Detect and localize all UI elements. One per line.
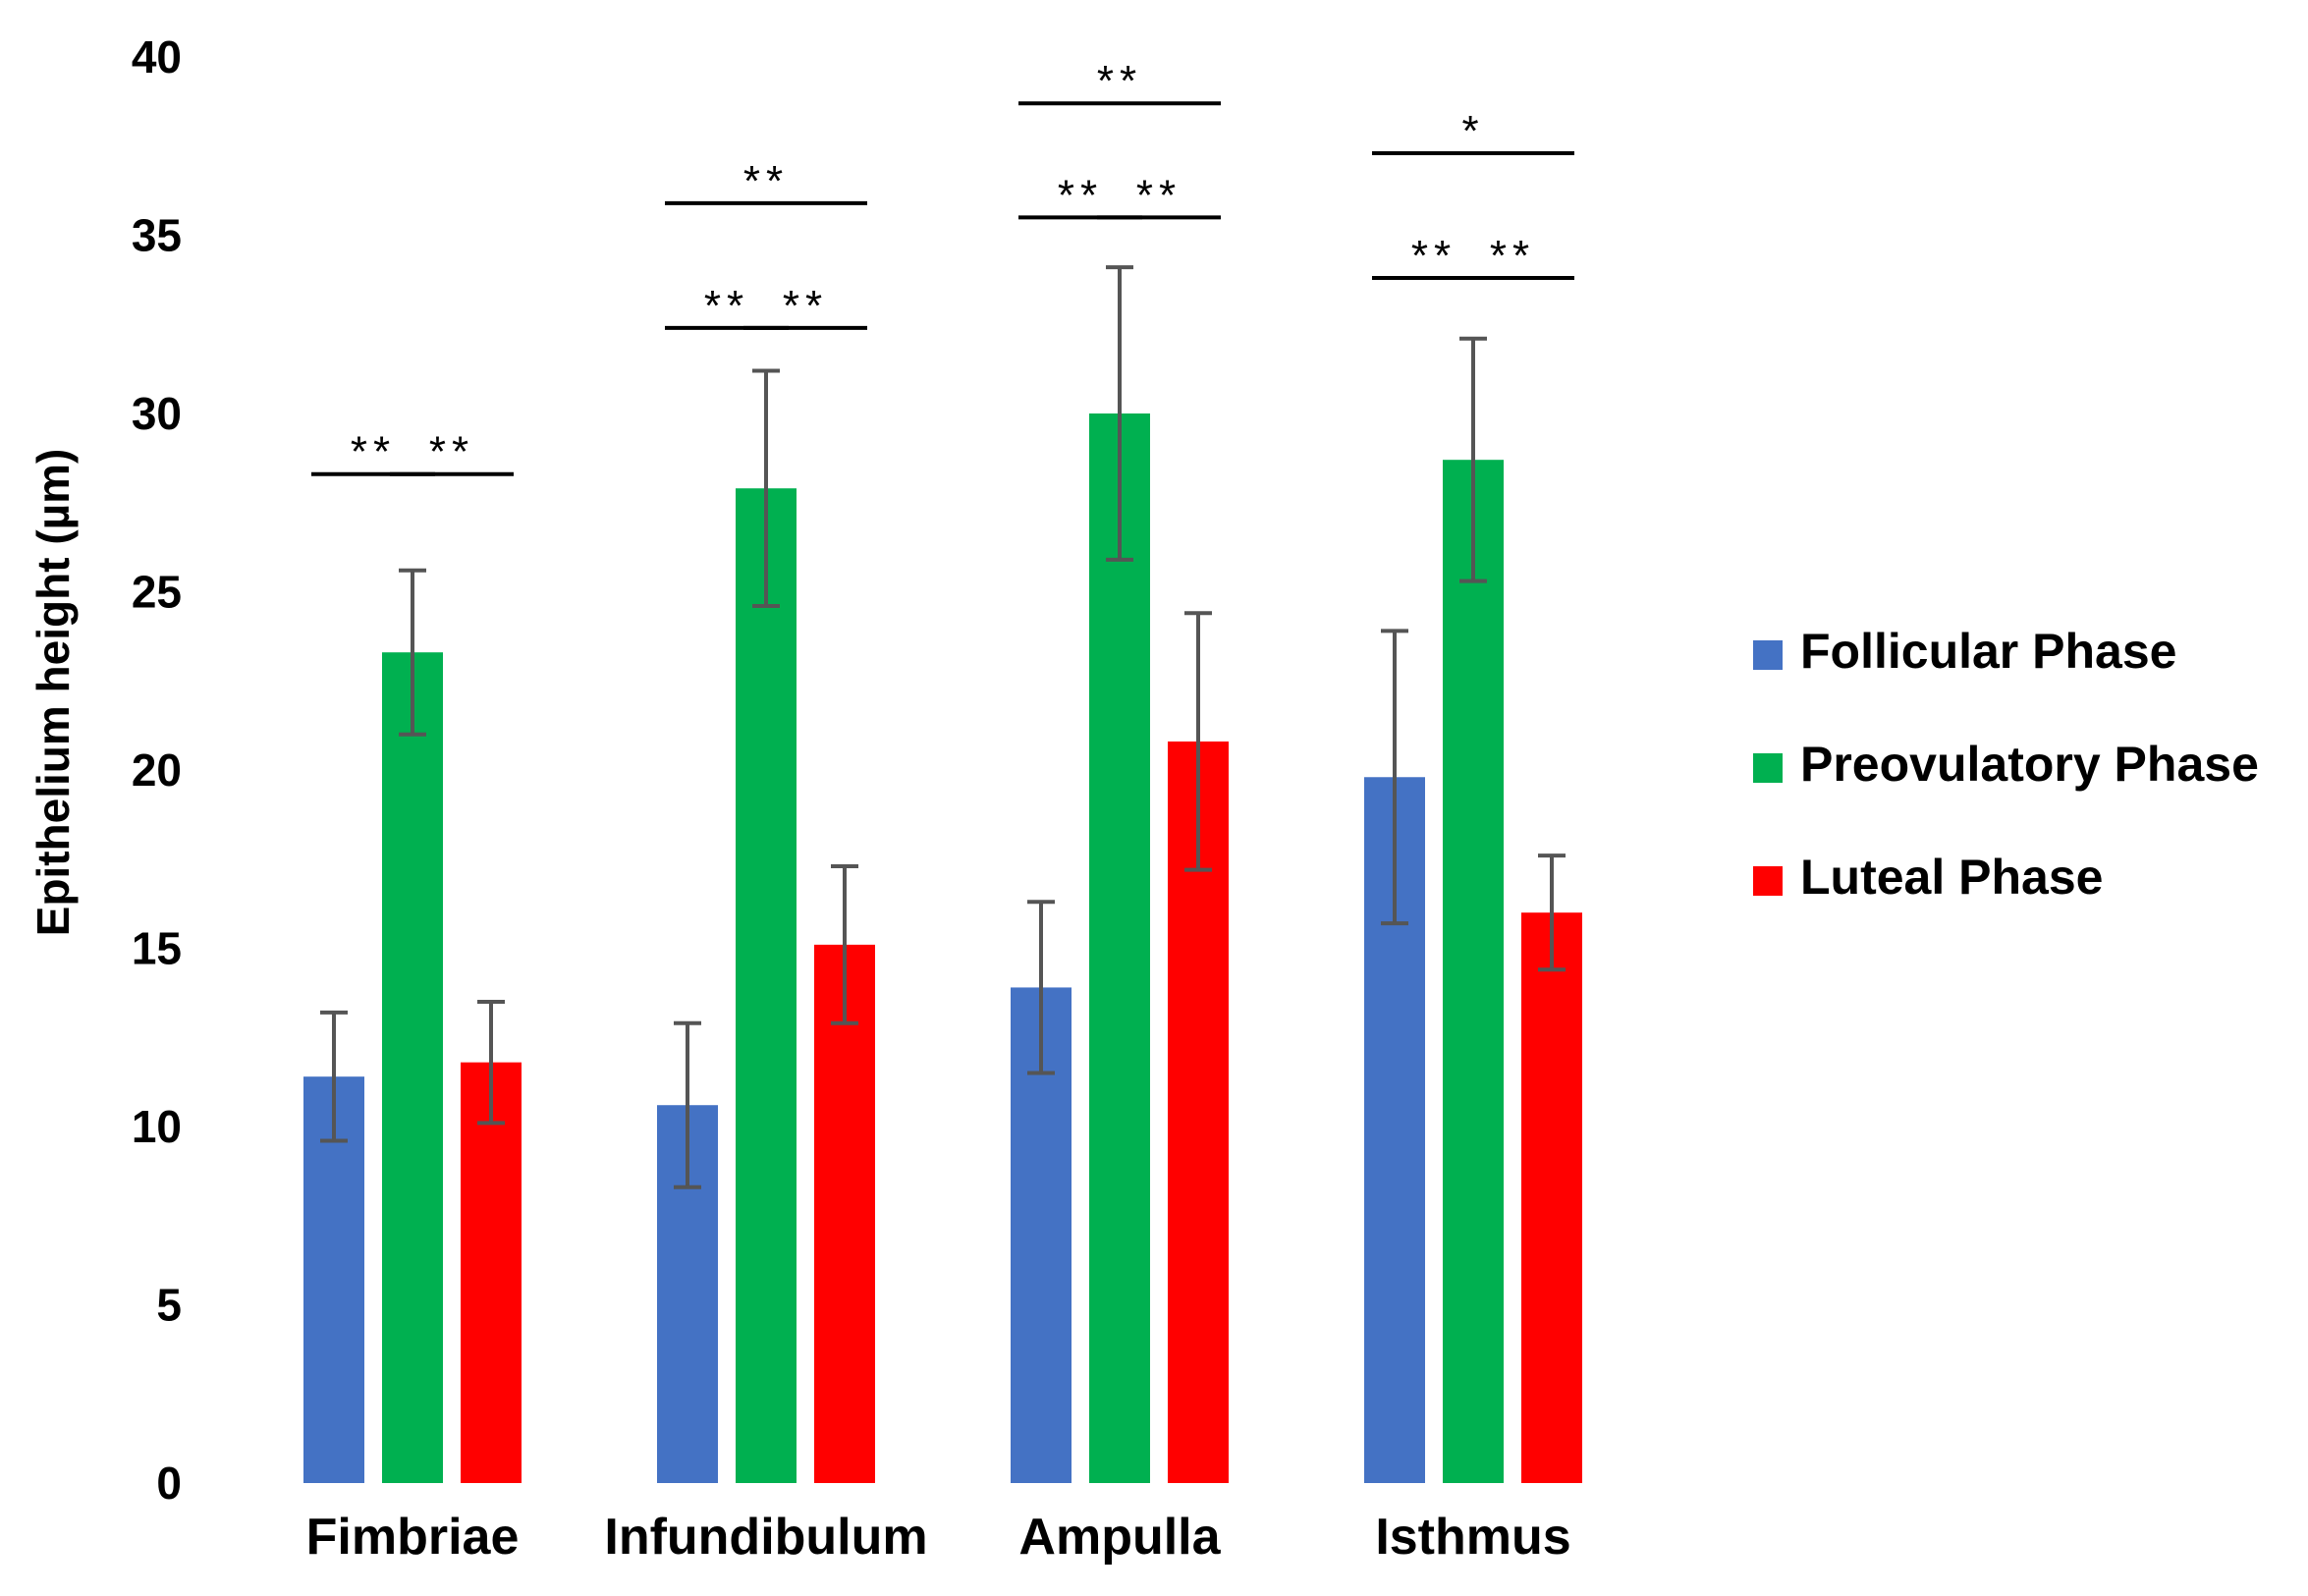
error-bar xyxy=(1027,900,1055,1075)
bar xyxy=(461,1062,522,1483)
significance-label: ** xyxy=(1097,57,1142,105)
significance-label: ** xyxy=(704,282,749,330)
significance-label: * xyxy=(1461,107,1484,155)
legend-label: Follicular Phase xyxy=(1800,624,2176,679)
y-tick-label: 30 xyxy=(132,388,182,439)
error-bar xyxy=(477,999,505,1126)
error-bar xyxy=(831,864,858,1025)
bar xyxy=(1521,912,1582,1483)
error-bar xyxy=(674,1020,701,1189)
significance-brackets: ** **** **** ** ****** *** xyxy=(311,57,1574,476)
significance-label: ** xyxy=(1058,171,1103,219)
category-label: Ampulla xyxy=(1018,1509,1221,1566)
legend: Follicular Phase Preovulatory Phase Luteal… xyxy=(1753,624,2259,905)
bar xyxy=(303,1076,364,1483)
significance-label: ** xyxy=(429,428,474,476)
legend-swatch xyxy=(1753,866,1783,896)
significance-label: ** xyxy=(1490,232,1535,280)
legend-label: Luteal Phase xyxy=(1800,850,2103,905)
significance-label: ** xyxy=(1411,232,1456,280)
category-label: Infundibulum xyxy=(604,1509,927,1566)
y-tick-label: 0 xyxy=(156,1458,182,1509)
legend-swatch xyxy=(1753,640,1783,670)
legend-swatch xyxy=(1753,753,1783,783)
y-tick-label: 10 xyxy=(132,1101,182,1152)
bar xyxy=(1443,460,1504,1484)
error-bar xyxy=(752,368,780,609)
legend-label: Preovulatory Phase xyxy=(1800,737,2259,792)
y-tick-label: 25 xyxy=(132,567,182,618)
y-axis-ticks: 0 5 10 15 20 25 30 35 40 xyxy=(132,31,182,1509)
significance-label: ** xyxy=(351,428,396,476)
error-bars xyxy=(320,265,1566,1189)
bar xyxy=(814,944,875,1483)
bar xyxy=(382,652,443,1483)
y-tick-label: 15 xyxy=(132,923,182,974)
y-tick-label: 5 xyxy=(156,1280,182,1331)
category-label: Isthmus xyxy=(1375,1509,1570,1566)
bar xyxy=(1089,413,1150,1483)
error-bar xyxy=(320,1010,348,1143)
category-label: Fimbriae xyxy=(306,1509,520,1566)
error-bar xyxy=(1106,265,1133,562)
error-bar xyxy=(399,568,426,737)
y-tick-label: 35 xyxy=(132,210,182,261)
y-tick-label: 40 xyxy=(132,31,182,83)
error-bar xyxy=(1184,611,1212,872)
x-axis-categories: Fimbriae Infundibulum Ampulla Isthmus xyxy=(306,1509,1571,1566)
bar xyxy=(736,488,797,1484)
y-tick-label: 20 xyxy=(132,744,182,796)
significance-label: ** xyxy=(783,282,828,330)
error-bar xyxy=(1538,853,1566,972)
significance-label: ** xyxy=(1136,171,1181,219)
bars xyxy=(303,413,1582,1484)
y-axis-label: Epithelium height (µm) xyxy=(27,449,79,937)
error-bar xyxy=(1459,336,1487,583)
significance-label: ** xyxy=(743,157,789,205)
error-bar xyxy=(1381,629,1408,926)
